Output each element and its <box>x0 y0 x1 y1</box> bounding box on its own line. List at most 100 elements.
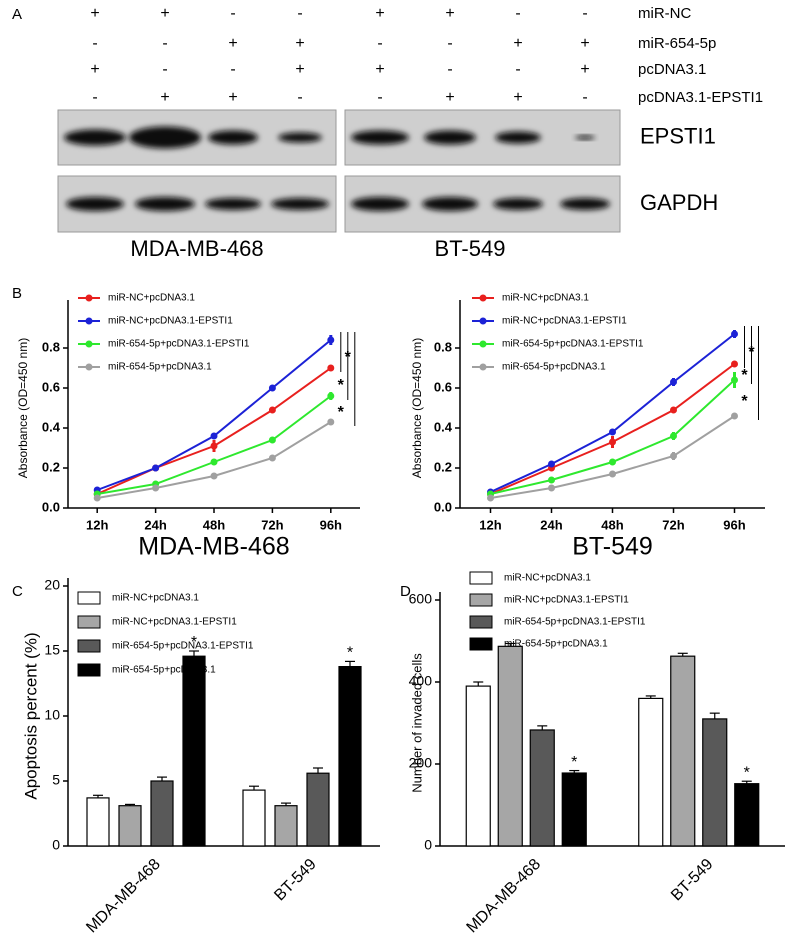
treatment-sign: - <box>377 35 382 52</box>
data-point <box>327 364 335 372</box>
data-point <box>731 330 738 338</box>
data-point <box>210 442 218 450</box>
data-point <box>670 406 677 414</box>
significance-marker: * <box>748 344 755 361</box>
treatment-sign: + <box>375 61 384 78</box>
treatment-sign: + <box>445 5 454 22</box>
data-point <box>548 460 555 468</box>
data-point <box>548 484 555 492</box>
blot-band <box>422 197 478 211</box>
x-tick-label: BT-549 <box>271 856 320 905</box>
cell-line-label: MDA-MB-468 <box>130 236 263 261</box>
treatment-sign: + <box>228 89 237 106</box>
panel-label: C <box>12 583 23 600</box>
significance-marker: * <box>744 764 750 781</box>
bar <box>529 729 555 847</box>
treatment-sign: - <box>297 5 302 22</box>
data-point <box>670 378 677 386</box>
bar <box>86 797 110 847</box>
x-tick-label: 72h <box>662 517 684 532</box>
significance-marker: * <box>345 349 352 366</box>
legend-swatch <box>469 615 493 629</box>
blot-band <box>278 132 322 143</box>
band-label: EPSTI1 <box>640 123 716 148</box>
data-point <box>487 494 494 502</box>
bar <box>497 645 523 847</box>
blot-band <box>495 131 541 144</box>
data-point <box>210 432 218 440</box>
data-point <box>670 432 677 440</box>
bar <box>182 655 206 847</box>
y-tick-label: 0.0 <box>42 499 60 514</box>
y-tick-label: 5 <box>52 772 60 788</box>
treatment-sign: + <box>90 61 99 78</box>
legend-label: miR-654-5p+pcDNA3.1 <box>502 362 606 373</box>
bar <box>306 772 330 847</box>
x-tick-label: MDA-MB-468 <box>464 856 545 937</box>
treatment-sign: + <box>160 5 169 22</box>
blot-band <box>66 197 124 211</box>
data-point <box>210 458 218 466</box>
data-point <box>268 406 276 414</box>
blot-band <box>351 130 409 145</box>
legend-label: miR-654-5p+pcDNA3.1-EPSTI1 <box>112 641 254 652</box>
data-point <box>670 452 677 460</box>
blot-band <box>135 197 195 211</box>
bar <box>734 783 760 847</box>
cell-line-label: BT-549 <box>435 236 506 261</box>
legend-swatch <box>77 615 101 629</box>
treatment-sign: + <box>295 61 304 78</box>
significance-marker: * <box>347 645 353 662</box>
bar <box>118 805 142 847</box>
chart-title: BT-549 <box>572 533 653 561</box>
legend-label: miR-NC+pcDNA3.1 <box>112 593 199 604</box>
legend-swatch <box>469 637 493 651</box>
legend-marker <box>479 294 487 302</box>
treatment-sign: + <box>228 35 237 52</box>
blot-band <box>575 135 595 140</box>
x-tick-label: 96h <box>320 517 342 532</box>
legend-swatch <box>77 591 101 605</box>
blot-band <box>208 130 258 145</box>
bar <box>242 789 266 847</box>
y-tick-label: 600 <box>409 591 433 607</box>
significance-marker: * <box>741 367 748 384</box>
bar <box>702 718 728 847</box>
bar <box>561 772 587 847</box>
legend-label: miR-NC+pcDNA3.1-EPSTI1 <box>504 595 629 606</box>
legend-label: miR-NC+pcDNA3.1 <box>504 573 591 584</box>
legend-label: miR-654-5p+pcDNA3.1 <box>112 665 216 676</box>
y-tick-label: 0.2 <box>434 459 452 474</box>
panel-label: A <box>12 6 22 23</box>
data-point <box>327 392 335 400</box>
legend-marker <box>479 317 487 325</box>
treatment-sign: - <box>162 35 167 52</box>
treatment-sign: - <box>230 61 235 78</box>
legend-label: miR-NC+pcDNA3.1 <box>502 293 589 304</box>
treatment-sign: - <box>582 89 587 106</box>
legend-label: miR-654-5p+pcDNA3.1 <box>504 639 608 650</box>
data-point <box>731 360 738 368</box>
treatment-sign: - <box>92 89 97 106</box>
legend-marker <box>479 340 487 348</box>
legend-label: miR-654-5p+pcDNA3.1-EPSTI1 <box>504 617 646 628</box>
treatment-sign: - <box>582 5 587 22</box>
x-tick-label: 96h <box>723 517 745 532</box>
y-tick-label: 0 <box>424 837 432 853</box>
treatment-sign: + <box>513 89 522 106</box>
treatment-sign: - <box>515 61 520 78</box>
legend-label: miR-654-5p+pcDNA3.1-EPSTI1 <box>108 339 250 350</box>
data-point <box>152 484 160 492</box>
y-tick-label: 400 <box>409 673 433 689</box>
significance-marker: * <box>191 634 197 651</box>
data-point <box>609 438 616 446</box>
y-tick-label: 0.8 <box>434 339 452 354</box>
x-tick-label: 24h <box>144 517 166 532</box>
y-tick-label: 0.0 <box>434 499 452 514</box>
treatment-sign: - <box>515 5 520 22</box>
panel-label: B <box>12 285 22 302</box>
blot-band <box>351 197 409 211</box>
legend-marker <box>85 317 93 325</box>
significance-marker: * <box>571 754 577 771</box>
